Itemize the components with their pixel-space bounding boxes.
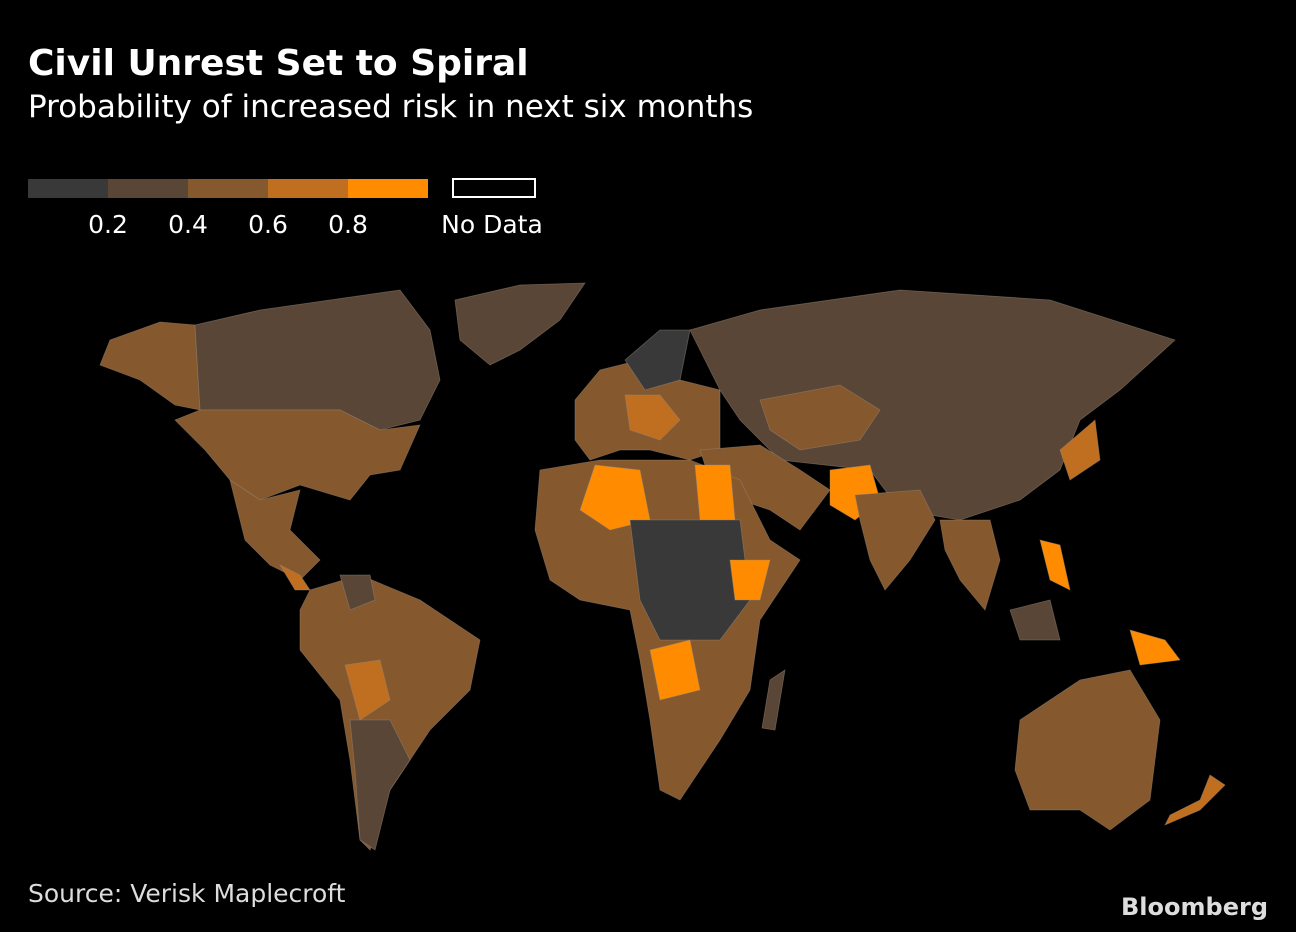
madagascar [761,669,786,731]
bolivia [344,659,391,721]
greenland [454,282,586,366]
legend-tick-label: 0.2 [88,210,128,239]
india [854,489,936,591]
central-africa [629,519,751,641]
legend-swatch [108,179,188,198]
argentina [349,719,411,851]
subtitle: Probability of increased risk in next si… [28,89,753,125]
legend-tick-label: 0.4 [168,210,208,239]
venezuela [339,574,376,611]
australia [1014,669,1161,831]
philippines [1039,539,1071,591]
legend-tick-label: 0.6 [248,210,288,239]
central-asia [759,384,881,451]
angola [649,639,701,701]
ethiopia [729,559,771,601]
usa [174,409,421,501]
alaska [99,321,201,411]
scandinavia [624,329,691,391]
borneo [1009,599,1061,641]
russia-asia [689,289,1176,521]
legend: No Data 0.2 0.4 0.6 0.8 [28,178,543,239]
legend-swatch [188,179,268,198]
brand: Bloomberg [1121,893,1268,921]
world-map [99,282,1226,851]
no-data-swatch [452,178,536,198]
source: Source: Verisk Maplecroft [28,879,346,908]
legend-swatch [348,179,428,198]
title: Civil Unrest Set to Spiral [28,43,529,84]
legend-swatch [268,179,348,198]
mexico [229,479,321,581]
egypt [694,464,736,521]
algeria [579,464,651,531]
legend-tick-label: 0.8 [328,210,368,239]
no-data-label: No Data [441,210,543,239]
japan [1059,419,1101,481]
central-europe [624,394,681,441]
new-zealand [1164,774,1226,826]
legend-swatch [28,179,108,198]
southeast-asia [939,519,1001,611]
png [1129,629,1181,666]
